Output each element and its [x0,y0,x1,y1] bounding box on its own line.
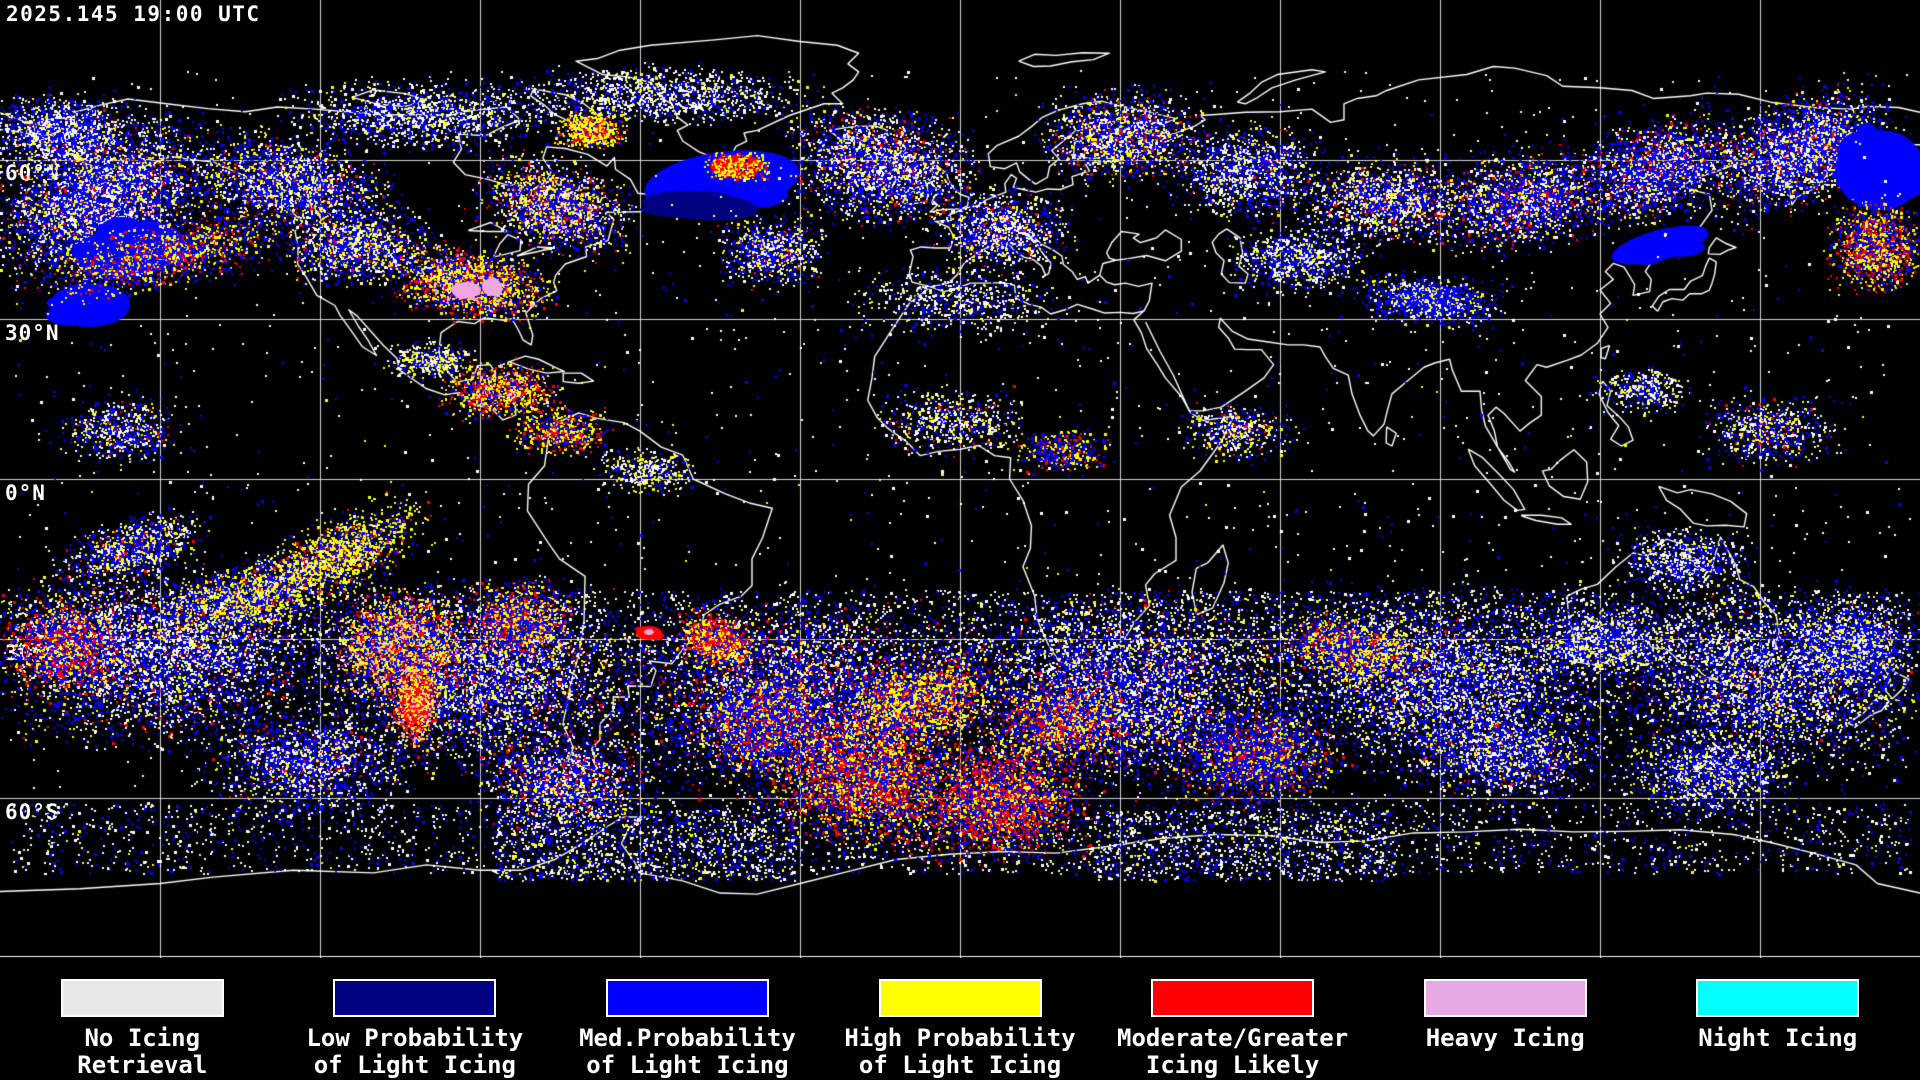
legend-swatch [1423,979,1587,1017]
legend-label-line2: of Light Icing [313,1051,517,1079]
legend-item: Moderate/Greater Icing Likely [1096,979,1369,1079]
legend-label-line1: Med.Probability [579,1024,796,1052]
legend-item: No Icing Retrieval [6,979,279,1079]
legend-swatch [605,979,769,1017]
legend-label-line2: of Light Icing [586,1051,789,1079]
icing-data-canvas [0,0,1920,958]
legend-label-line1: Low Probability [306,1024,524,1052]
timestamp-label: 2025.145 19:00 UTC [6,2,261,26]
legend-swatch [878,979,1042,1017]
legend-item: Night Icing [1641,979,1914,1052]
legend-bar: No Icing Retrieval Low Probability of Li… [0,958,1920,1080]
legend-swatch [333,979,497,1017]
legend-item: Heavy Icing [1369,979,1642,1052]
legend-item: Med.Probability of Light Icing [551,979,824,1079]
legend-label-line1: Moderate/Greater [1117,1024,1349,1052]
legend-swatch [60,979,224,1017]
legend-label-line2: of Light Icing [858,1051,1062,1079]
legend-label-line2: Icing Likely [1145,1051,1320,1079]
legend-item: Low Probability of Light Icing [279,979,552,1079]
legend-label-line2: Retrieval [77,1051,208,1079]
legend-label-line1: High Probability [844,1024,1076,1052]
legend-swatch [1151,979,1315,1017]
legend-swatch [1696,979,1860,1017]
legend-label-line1: Heavy Icing [1425,1024,1585,1052]
legend-item: High Probability of Light Icing [824,979,1097,1079]
legend-label-line1: No Icing [84,1024,201,1052]
legend-label-line1: Night Icing [1698,1024,1858,1052]
